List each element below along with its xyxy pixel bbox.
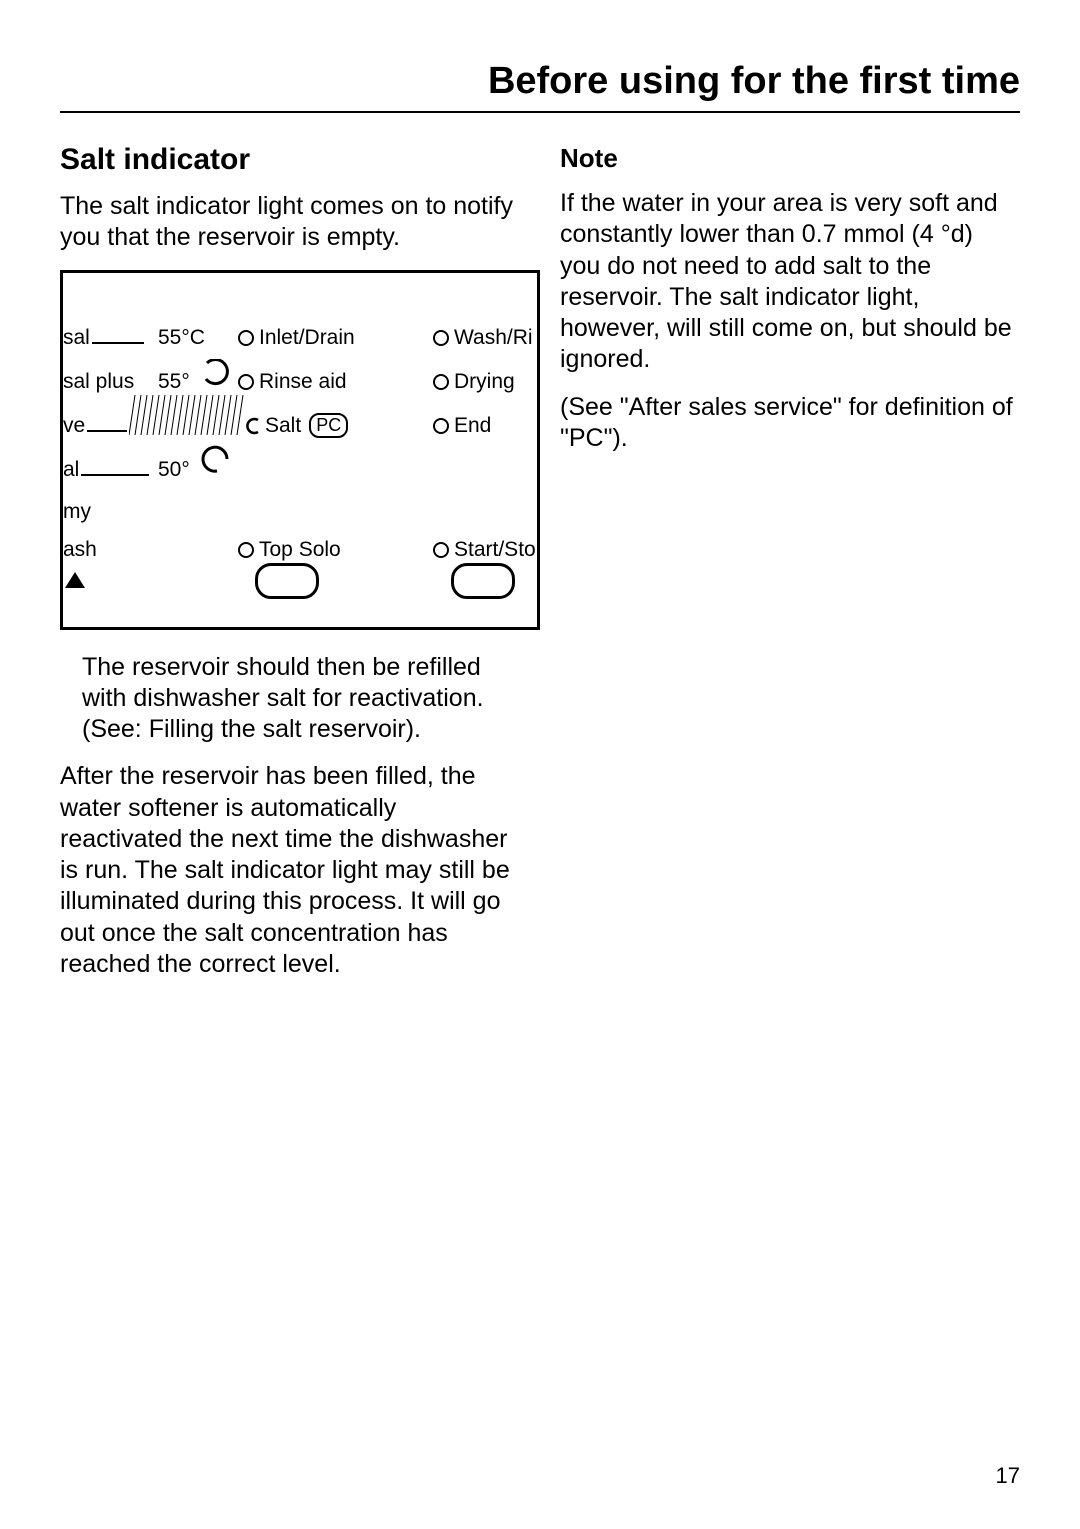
salt-indicator-led: Salt PC (243, 413, 443, 438)
prog-my-label: my (63, 500, 183, 524)
start-stop-button[interactable] (451, 563, 515, 599)
pc-badge: PC (309, 413, 348, 438)
intro-text: The salt indicator light comes on to not… (60, 191, 520, 254)
note-para1: If the water in your area is very soft a… (560, 188, 1020, 376)
prog-ash-label: ash (63, 538, 183, 562)
page-number: 17 (996, 1463, 1020, 1489)
led-icon (238, 374, 254, 390)
led-icon (433, 542, 449, 558)
prog-sal-label: sal (63, 326, 90, 349)
drying-indicator: Drying (433, 370, 540, 394)
prog-ve-label: ve (63, 414, 85, 437)
led-icon (238, 542, 254, 558)
right-column: Note If the water in your area is very s… (560, 143, 1020, 996)
wash-rinse-indicator: Wash/Ri (433, 326, 540, 350)
rinse-aid-indicator: Rinse aid (238, 370, 438, 394)
end-indicator: End (433, 414, 540, 438)
note-heading: Note (560, 143, 1020, 174)
led-icon (433, 418, 449, 434)
temp-55c: 55°C (158, 326, 228, 350)
top-solo-button[interactable] (255, 563, 319, 599)
knob-icon (203, 359, 233, 389)
salt-indicator-heading: Salt indicator (60, 143, 520, 177)
led-icon (433, 330, 449, 346)
control-panel-diagram: sal 55°C Inlet/Drain Wash/Ri sal plus 55… (60, 270, 540, 630)
inlet-drain-indicator: Inlet/Drain (238, 326, 438, 350)
refill-instruction: The reservoir should then be refilled wi… (60, 652, 520, 746)
page-title: Before using for the first time (60, 60, 1020, 113)
led-icon (238, 330, 254, 346)
prog-al-label: al (63, 458, 79, 481)
knob-hatching (129, 395, 249, 435)
reactivation-text: After the reservoir has been filled, the… (60, 761, 520, 980)
led-icon (433, 374, 449, 390)
knob-icon (201, 445, 231, 475)
note-para2: (See "After sales service" for definitio… (560, 392, 1020, 455)
left-column: Salt indicator The salt indicator light … (60, 143, 520, 996)
